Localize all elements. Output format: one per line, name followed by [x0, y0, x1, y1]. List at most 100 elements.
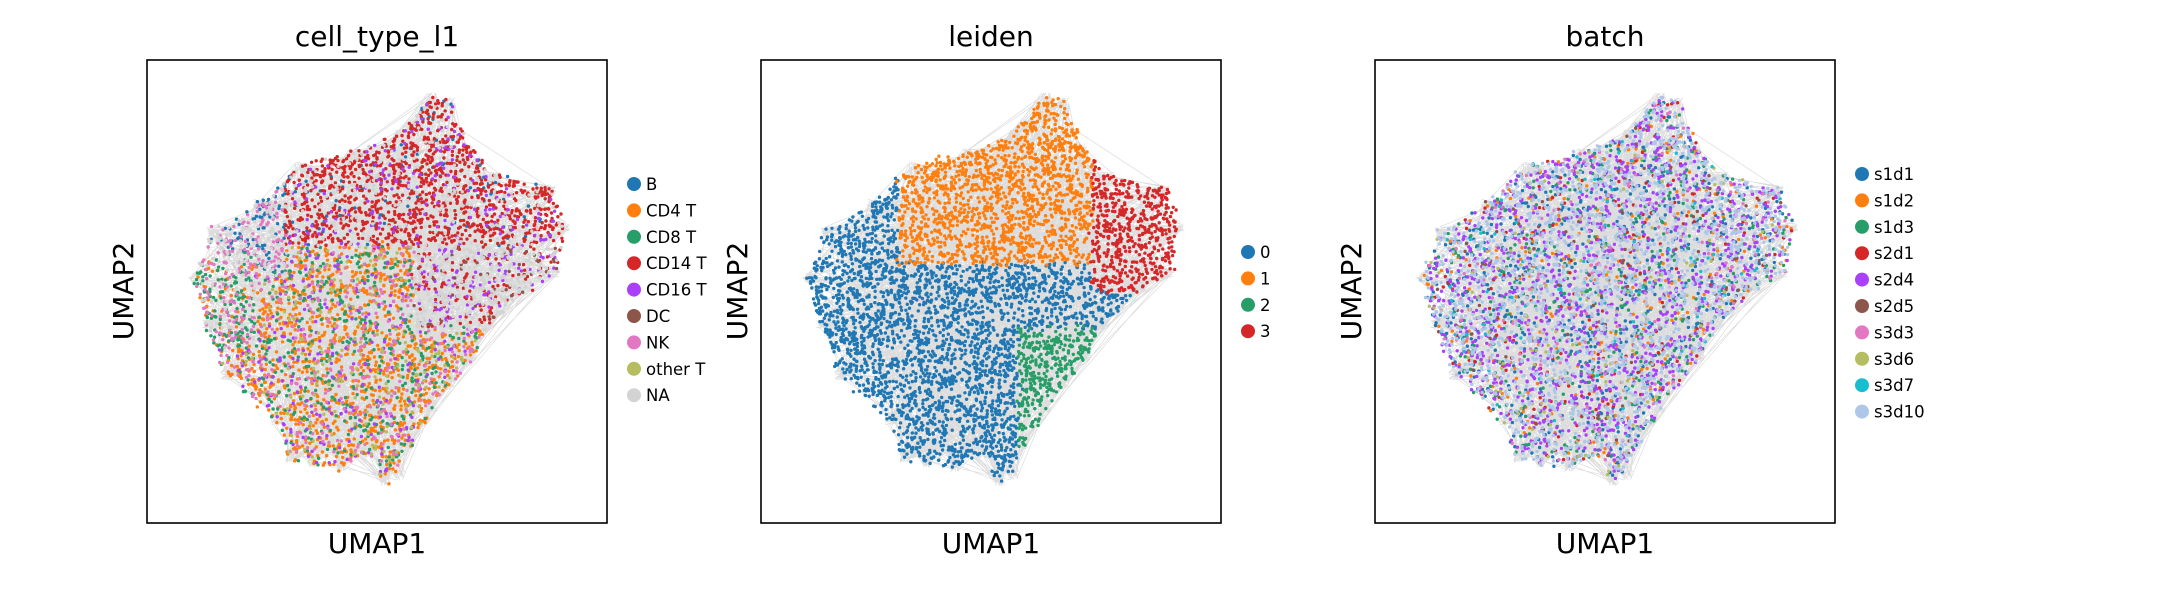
legend-marker [627, 335, 641, 350]
x-axis-label: UMAP1 [1556, 527, 1655, 560]
panel-plot-area [146, 59, 608, 524]
legend-marker [627, 203, 641, 218]
legend-marker [627, 177, 641, 191]
legend-marker [1241, 245, 1255, 259]
legend: 0 1 2 3 [1241, 243, 1271, 341]
points-nk [195, 182, 481, 467]
legend-marker [1855, 246, 1869, 261]
axes-frame [146, 59, 608, 524]
panel-title: batch [1565, 20, 1644, 53]
panel-title: cell_type_l1 [295, 20, 459, 53]
legend-label: 1 [1260, 269, 1271, 288]
legend-label: s1d2 [1874, 191, 1914, 210]
legend-item: s1d3 [1855, 218, 1914, 237]
panel-plot-area [1374, 59, 1836, 524]
legend-item: CD16 T [627, 281, 707, 300]
legend-label: other T [646, 360, 706, 379]
x-axis-label: UMAP1 [328, 527, 427, 560]
legend-item: NA [627, 386, 670, 405]
legend-label: NA [646, 386, 670, 405]
legend-label: NK [646, 333, 670, 352]
legend-marker [1855, 272, 1869, 287]
legend-label: DC [646, 307, 670, 326]
legend-item: s1d2 [1855, 191, 1914, 210]
legend-marker [1855, 351, 1869, 366]
legend-item: CD14 T [627, 254, 707, 273]
panel-cell-type-l1: cell_type_l1 UMAP1 UMAP2 B CD4 T CD8 T CD14… [107, 20, 707, 560]
legend-item: B [627, 175, 657, 194]
legend-marker [1855, 193, 1869, 208]
y-axis-label: UMAP2 [1335, 242, 1368, 341]
legend-item: 3 [1241, 322, 1271, 341]
legend-item: CD4 T [627, 201, 697, 220]
legend-label: CD4 T [646, 201, 697, 220]
legend-item: NK [627, 333, 670, 352]
points-na [197, 105, 564, 350]
legend: s1d1 s1d2 s1d3 s2d1 s2d4 s2d5 s3d3 s3d6 s3d7 s3d1… [1855, 165, 1925, 422]
legend-item: 1 [1241, 269, 1271, 288]
legend-item: s1d1 [1855, 165, 1914, 184]
points-cd16-t [217, 102, 557, 474]
legend-marker [627, 309, 641, 323]
legend-label: 2 [1260, 296, 1271, 315]
panel-title: leiden [948, 20, 1034, 53]
axes-frame [760, 59, 1222, 524]
legend-item: s2d1 [1855, 244, 1914, 263]
axes-frame [1374, 59, 1836, 524]
legend-item: s3d6 [1855, 350, 1914, 369]
legend-label: s1d1 [1874, 165, 1914, 184]
legend-label: s2d5 [1874, 297, 1914, 316]
panel-batch: batch UMAP1 UMAP2 s1d1 s1d2 s1d3 s2d1 s2d4 s2… [1335, 20, 1925, 560]
legend-marker [1855, 219, 1869, 234]
x-axis-label: UMAP1 [942, 527, 1041, 560]
legend-item: CD8 T [627, 228, 697, 247]
points-s3d10 [1418, 95, 1790, 473]
legend-label: s2d4 [1874, 271, 1914, 290]
legend-label: s1d3 [1874, 218, 1914, 237]
legend-item: s3d3 [1855, 323, 1914, 342]
legend-marker [627, 282, 641, 297]
legend-marker [1855, 167, 1869, 181]
legend-label: s2d1 [1874, 244, 1914, 263]
legend-label: s3d10 [1874, 403, 1925, 422]
points-1 [894, 95, 1097, 268]
legend-marker [1241, 297, 1255, 312]
legend-item: DC [627, 307, 670, 326]
legend-marker [627, 388, 641, 403]
legend-marker [1241, 324, 1255, 339]
legend-item: other T [627, 360, 706, 379]
legend-marker [1855, 378, 1869, 393]
points-3 [1087, 158, 1178, 295]
y-axis-label: UMAP2 [721, 242, 754, 341]
legend-label: B [646, 175, 657, 194]
cell-points [1418, 95, 1794, 481]
points-0 [805, 176, 1136, 483]
panel-plot-area [760, 59, 1222, 524]
legend-item: 0 [1241, 243, 1271, 262]
legend-item: s3d10 [1855, 403, 1925, 422]
legend-item: 2 [1241, 296, 1271, 315]
legend-label: CD14 T [646, 254, 707, 273]
legend-marker [1855, 325, 1869, 340]
legend-label: 0 [1260, 243, 1271, 262]
cell-points [192, 95, 565, 486]
legend-marker [1241, 271, 1255, 286]
legend-marker [627, 256, 641, 271]
legend-label: 3 [1260, 322, 1271, 341]
legend-item: s2d4 [1855, 271, 1914, 290]
legend-item: s3d7 [1855, 376, 1914, 395]
legend-marker [1855, 299, 1869, 313]
points-2 [1015, 323, 1097, 449]
points-s1d1 [1426, 100, 1794, 477]
legend-item: s2d5 [1855, 297, 1914, 316]
legend-marker [627, 229, 641, 244]
legend-label: s3d7 [1874, 376, 1914, 395]
legend-label: CD8 T [646, 228, 697, 247]
legend-marker [1855, 404, 1869, 419]
legend-label: s3d3 [1874, 323, 1914, 342]
legend-label: CD16 T [646, 281, 707, 300]
y-axis-label: UMAP2 [107, 242, 140, 341]
panel-leiden: leiden UMAP1 UMAP2 0 1 2 3 [721, 20, 1271, 560]
